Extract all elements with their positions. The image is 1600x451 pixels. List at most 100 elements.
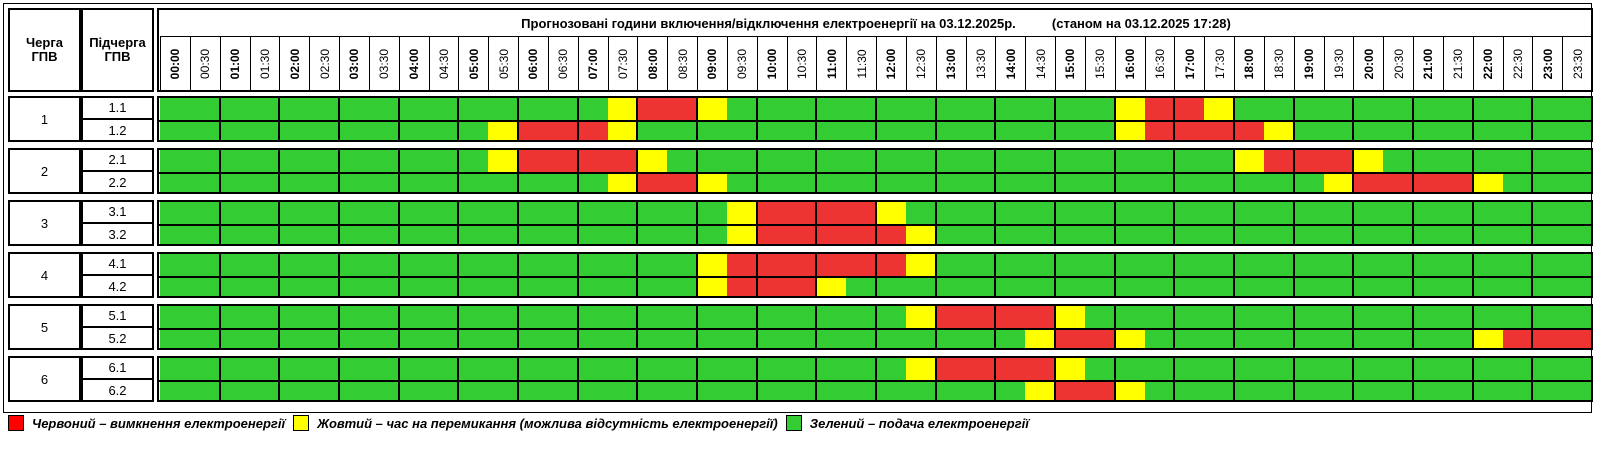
subqueue-box: 3.1 3.2: [81, 200, 154, 246]
switching-cell: [1204, 98, 1235, 121]
power-on-cell: [1383, 277, 1414, 296]
power-on-cell: [1174, 277, 1205, 296]
power-on-cell: [1532, 202, 1563, 225]
schedule-row-group: [157, 96, 1593, 142]
hour-gridline: [755, 98, 758, 140]
power-on-cell: [368, 277, 400, 296]
power-on-cell: [1323, 381, 1354, 400]
hour-gridline: [278, 306, 281, 348]
power-on-cell: [846, 173, 877, 192]
power-on-cell: [279, 381, 310, 400]
power-on-cell: [1234, 277, 1265, 296]
power-on-cell: [846, 381, 877, 400]
hour-gridline: [1412, 254, 1414, 296]
power-on-cell: [1353, 121, 1384, 140]
power-on-cell: [1084, 202, 1116, 225]
power-on-cell: [1293, 173, 1325, 192]
power-on-cell: [1413, 329, 1444, 348]
queue-header: Черга ГПВ: [8, 8, 81, 92]
schedule-row-group: [157, 304, 1593, 350]
hour-gridline: [994, 358, 997, 400]
power-on-cell: [1055, 225, 1086, 244]
time-label: 05:00: [458, 37, 488, 91]
time-label: 01:00: [219, 37, 250, 91]
power-on-cell: [1084, 98, 1116, 121]
time-label-text: 17:30: [1212, 48, 1227, 80]
power-on-cell: [756, 173, 788, 192]
power-on-cell: [965, 150, 996, 173]
power-on-cell: [1442, 121, 1474, 140]
power-on-cell: [1293, 381, 1325, 400]
power-on-cell: [488, 98, 519, 121]
power-on-cell: [1472, 98, 1504, 121]
queue-header-label: Черга ГПВ: [26, 35, 63, 64]
outage-cell: [1084, 381, 1116, 400]
power-on-cell: [458, 202, 489, 225]
power-on-cell: [965, 173, 996, 192]
time-label: 11:00: [816, 37, 846, 91]
power-on-cell: [1174, 358, 1205, 381]
switching-cell: [1025, 381, 1056, 400]
hour-gridline: [1471, 358, 1474, 400]
time-label: 00:30: [189, 37, 220, 91]
power-on-cell: [279, 173, 310, 192]
power-on-cell: [1263, 306, 1295, 329]
power-on-cell: [249, 225, 280, 244]
power-on-cell: [935, 329, 967, 348]
power-on-cell: [518, 381, 549, 400]
time-label: 16:30: [1144, 37, 1175, 91]
time-label-text: 16:30: [1152, 48, 1167, 80]
power-on-cell: [935, 173, 967, 192]
time-label-text: 02:00: [287, 48, 302, 80]
queue-label: 3: [8, 200, 81, 246]
hour-gridline: [397, 254, 400, 296]
hour-gridline: [1471, 254, 1474, 296]
time-label: 13:00: [935, 37, 966, 91]
power-on-cell: [1323, 277, 1354, 296]
power-on-cell: [786, 150, 817, 173]
power-on-cell: [577, 329, 609, 348]
switching-cell: [726, 225, 758, 244]
power-on-cell: [1144, 150, 1175, 173]
power-on-cell: [219, 329, 251, 348]
time-label-text: 05:30: [496, 48, 511, 80]
power-on-cell: [1204, 150, 1235, 173]
power-on-cell: [1502, 202, 1533, 225]
power-on-cell: [279, 306, 310, 329]
power-on-cell: [488, 254, 519, 277]
outage-cell: [518, 121, 549, 140]
power-on-cell: [607, 254, 638, 277]
power-on-cell: [905, 277, 937, 296]
time-label: 17:00: [1174, 37, 1204, 91]
hour-gridline: [218, 358, 221, 400]
power-on-cell: [697, 306, 728, 329]
power-on-cell: [1413, 150, 1444, 173]
power-on-cell: [697, 329, 728, 348]
power-on-cell: [189, 150, 221, 173]
power-on-cell: [756, 150, 788, 173]
power-on-cell: [1353, 306, 1384, 329]
outage-cell: [1293, 150, 1325, 173]
power-on-cell: [1174, 225, 1205, 244]
outage-cell: [846, 254, 877, 277]
power-on-cell: [219, 358, 251, 381]
power-on-cell: [846, 150, 877, 173]
power-on-cell: [577, 202, 609, 225]
power-on-cell: [1114, 202, 1146, 225]
switching-cell: [607, 98, 638, 121]
power-on-cell: [607, 381, 638, 400]
queue-label-text: 4: [40, 267, 49, 283]
hour-gridline: [1352, 358, 1355, 400]
outage-cell: [1084, 329, 1116, 348]
hour-gridline: [755, 254, 758, 296]
hour-gridline: [875, 358, 877, 400]
outage-cell: [547, 121, 579, 140]
outage-cell: [995, 358, 1026, 381]
power-on-cell: [1144, 254, 1175, 277]
power-on-cell: [905, 98, 937, 121]
time-label: 07:00: [577, 37, 608, 91]
power-on-cell: [995, 225, 1026, 244]
hour-gridline: [338, 306, 340, 348]
time-label: 20:00: [1353, 37, 1383, 91]
power-on-cell: [995, 277, 1026, 296]
